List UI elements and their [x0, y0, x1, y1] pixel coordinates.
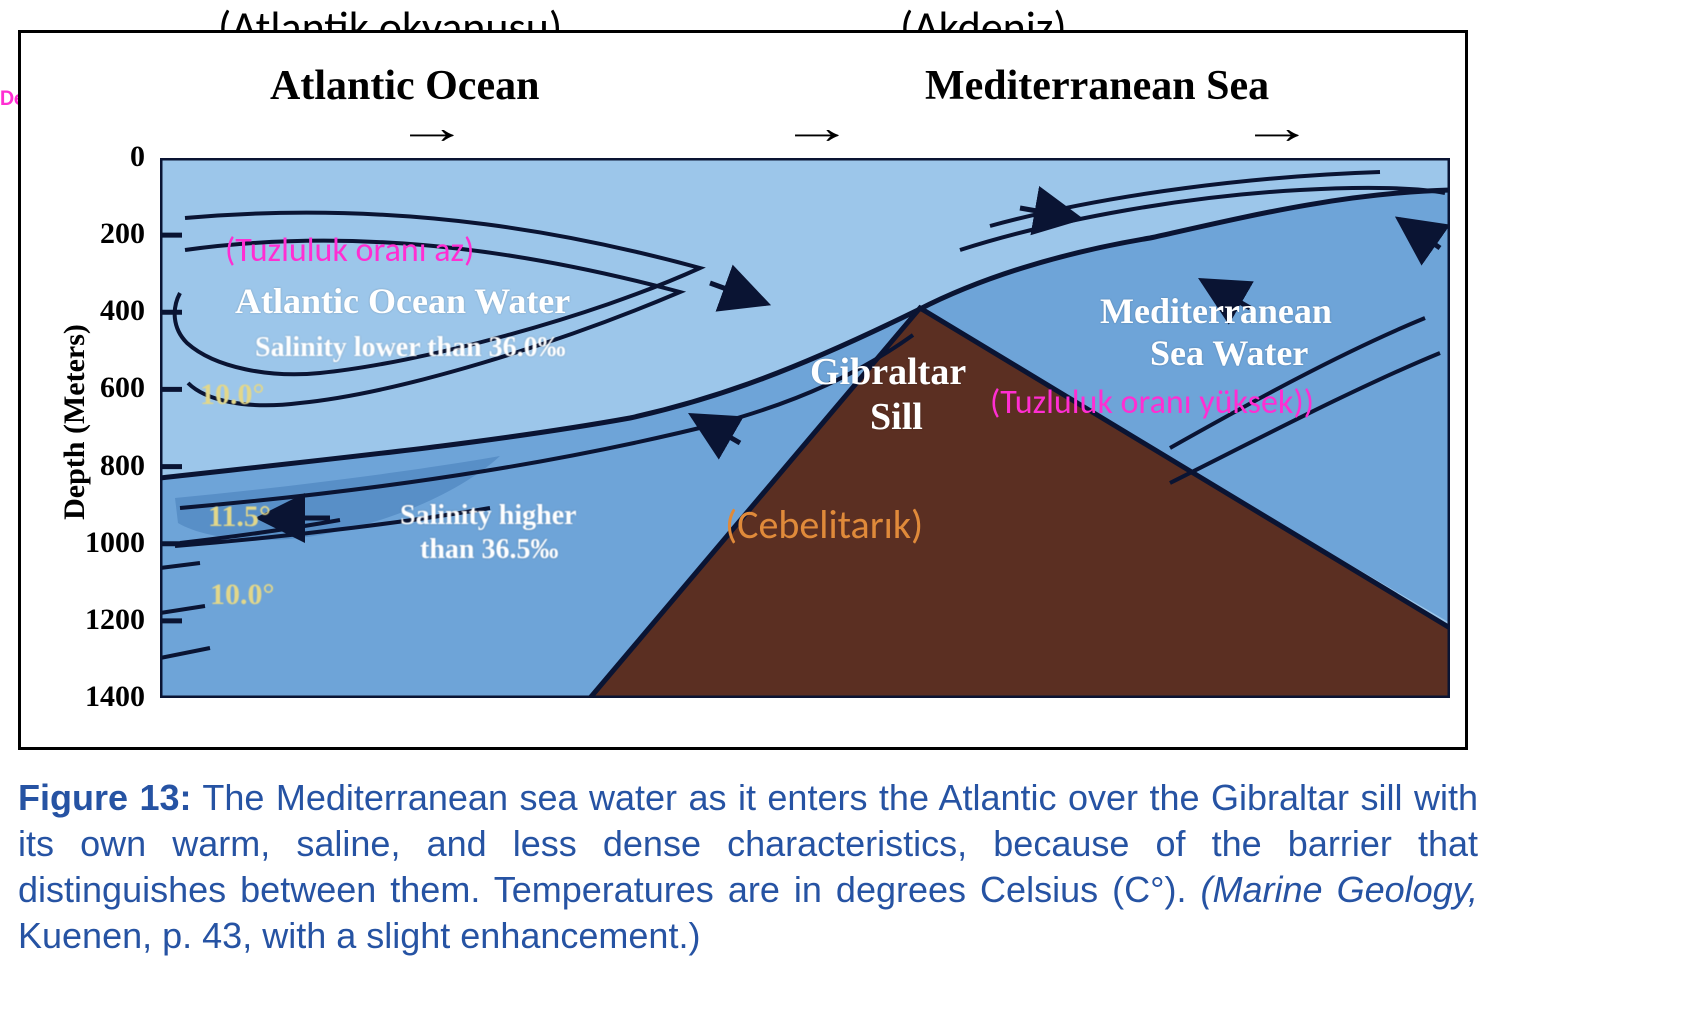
- label-med-water-1: Mediterranean: [1100, 290, 1332, 332]
- label-atlantic-water: Atlantic Ocean Water: [235, 280, 570, 322]
- y-tick-1400: 1400: [75, 680, 145, 714]
- y-tick-800: 800: [75, 449, 145, 483]
- overlay-high-salinity-tr: (Tuzluluk oranı yüksek)): [990, 382, 1314, 423]
- label-gibraltar-2: Sill: [870, 395, 923, 439]
- header-arrow-3: →: [1240, 100, 1314, 154]
- figure-root: (Atlantik okyanusu) (Akdeniz) Derinlik (…: [0, 0, 1697, 1019]
- caption-citation-italic: (Marine Geology,: [1201, 869, 1478, 910]
- label-deep-salinity-1: Salinity higher: [400, 500, 577, 532]
- label-atlantic-salinity: Salinity lower than 36.0‰: [255, 332, 566, 364]
- caption-citation-tail: Kuenen, p. 43, with a slight enhancement…: [18, 915, 700, 956]
- y-axis-label: Depth (Meters): [58, 302, 92, 542]
- y-tick-600: 600: [75, 371, 145, 405]
- header-arrow-1: →: [395, 100, 469, 154]
- overlay-low-salinity-tr: (Tuzluluk oranı az): [225, 230, 474, 271]
- title-mediterranean: Mediterranean Sea: [925, 62, 1269, 110]
- label-temp-mid: 11.5°: [208, 500, 271, 534]
- y-tick-1200: 1200: [75, 603, 145, 637]
- y-tick-400: 400: [75, 294, 145, 328]
- label-temp-upper: 10.0°: [200, 378, 265, 412]
- figure-caption: Figure 13: The Mediterranean sea water a…: [18, 775, 1478, 959]
- label-med-water-2: Sea Water: [1150, 332, 1308, 374]
- label-gibraltar-1: Gibraltar: [810, 350, 966, 394]
- y-tick-1000: 1000: [75, 526, 145, 560]
- y-tick-200: 200: [75, 217, 145, 251]
- overlay-gibraltar-tr: (Cebelitarık): [725, 500, 923, 549]
- caption-fignum: Figure 13:: [18, 777, 192, 818]
- header-arrow-2: →: [780, 100, 854, 154]
- label-deep-salinity-2: than 36.5‰: [420, 534, 558, 566]
- y-tick-0: 0: [75, 140, 145, 174]
- label-temp-lower: 10.0°: [210, 578, 275, 612]
